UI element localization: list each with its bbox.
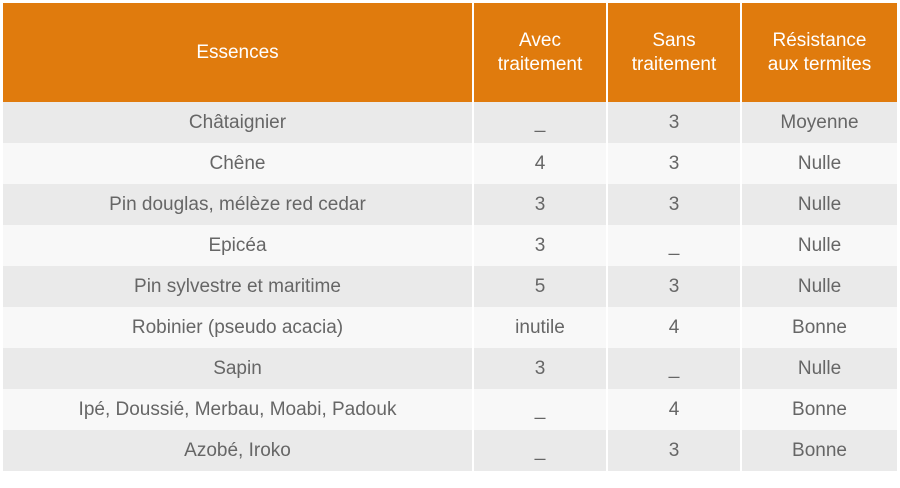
cell-sans-traitement: 4 — [607, 389, 742, 430]
cell-avec-traitement: _ — [473, 102, 608, 143]
header-essences-text: Essences — [196, 41, 279, 63]
cell-avec-traitement: 4 — [473, 143, 608, 184]
cell-resistance-termites: Nulle — [741, 184, 897, 225]
table-header: Essences Avec traitement Sans traitement… — [3, 3, 897, 102]
cell-sans-traitement: 3 — [607, 102, 742, 143]
cell-resistance-termites: Moyenne — [741, 102, 897, 143]
header-row: Essences Avec traitement Sans traitement… — [3, 3, 897, 102]
cell-avec-traitement: 3 — [473, 348, 608, 389]
cell-sans-traitement: 3 — [607, 430, 742, 471]
table-row: Pin sylvestre et maritime 5 3 Nulle — [3, 266, 897, 307]
cell-avec-traitement: 3 — [473, 225, 608, 266]
table-row: Chêne 4 3 Nulle — [3, 143, 897, 184]
cell-essence: Sapin — [3, 348, 474, 389]
cell-essence: Robinier (pseudo acacia) — [3, 307, 474, 348]
cell-resistance-termites: Bonne — [741, 430, 897, 471]
header-resistance-termites-line1: Résistance — [772, 29, 867, 51]
cell-essence: Pin sylvestre et maritime — [3, 266, 474, 307]
cell-sans-traitement: _ — [607, 348, 742, 389]
cell-avec-traitement: _ — [473, 430, 608, 471]
cell-resistance-termites: Nulle — [741, 266, 897, 307]
cell-sans-traitement: 4 — [607, 307, 742, 348]
header-avec-traitement: Avec traitement — [473, 3, 608, 102]
header-avec-traitement-line1: Avec — [519, 29, 561, 51]
cell-sans-traitement: 3 — [607, 143, 742, 184]
table-row: Pin douglas, mélèze red cedar 3 3 Nulle — [3, 184, 897, 225]
header-resistance-termites: Résistance aux termites — [741, 3, 897, 102]
cell-resistance-termites: Nulle — [741, 348, 897, 389]
table-row: Epicéa 3 _ Nulle — [3, 225, 897, 266]
cell-sans-traitement: 3 — [607, 266, 742, 307]
cell-avec-traitement: 5 — [473, 266, 608, 307]
cell-sans-traitement: _ — [607, 225, 742, 266]
table-row: Sapin 3 _ Nulle — [3, 348, 897, 389]
cell-essence: Pin douglas, mélèze red cedar — [3, 184, 474, 225]
header-resistance-termites-line2: aux termites — [767, 53, 872, 75]
cell-avec-traitement: _ — [473, 389, 608, 430]
header-sans-traitement: Sans traitement — [607, 3, 742, 102]
cell-essence: Azobé, Iroko — [3, 430, 474, 471]
cell-resistance-termites: Bonne — [741, 307, 897, 348]
cell-avec-traitement: inutile — [473, 307, 608, 348]
cell-essence: Ipé, Doussié, Merbau, Moabi, Padouk — [3, 389, 474, 430]
wood-species-table: Essences Avec traitement Sans traitement… — [3, 3, 897, 471]
cell-essence: Epicéa — [3, 225, 474, 266]
cell-essence: Chêne — [3, 143, 474, 184]
table-row: Ipé, Doussié, Merbau, Moabi, Padouk _ 4 … — [3, 389, 897, 430]
header-essences: Essences — [3, 3, 474, 102]
table-body: Châtaignier _ 3 Moyenne Chêne 4 3 Nulle … — [3, 102, 897, 471]
header-sans-traitement-line2: traitement — [631, 53, 717, 75]
cell-resistance-termites: Nulle — [741, 225, 897, 266]
table-row: Robinier (pseudo acacia) inutile 4 Bonne — [3, 307, 897, 348]
cell-essence: Châtaignier — [3, 102, 474, 143]
table-row: Châtaignier _ 3 Moyenne — [3, 102, 897, 143]
header-avec-traitement-line2: traitement — [497, 53, 583, 75]
cell-avec-traitement: 3 — [473, 184, 608, 225]
cell-resistance-termites: Nulle — [741, 143, 897, 184]
table-row: Azobé, Iroko _ 3 Bonne — [3, 430, 897, 471]
header-sans-traitement-line1: Sans — [652, 29, 696, 51]
wood-species-table-container: Essences Avec traitement Sans traitement… — [3, 3, 897, 471]
cell-resistance-termites: Bonne — [741, 389, 897, 430]
cell-sans-traitement: 3 — [607, 184, 742, 225]
